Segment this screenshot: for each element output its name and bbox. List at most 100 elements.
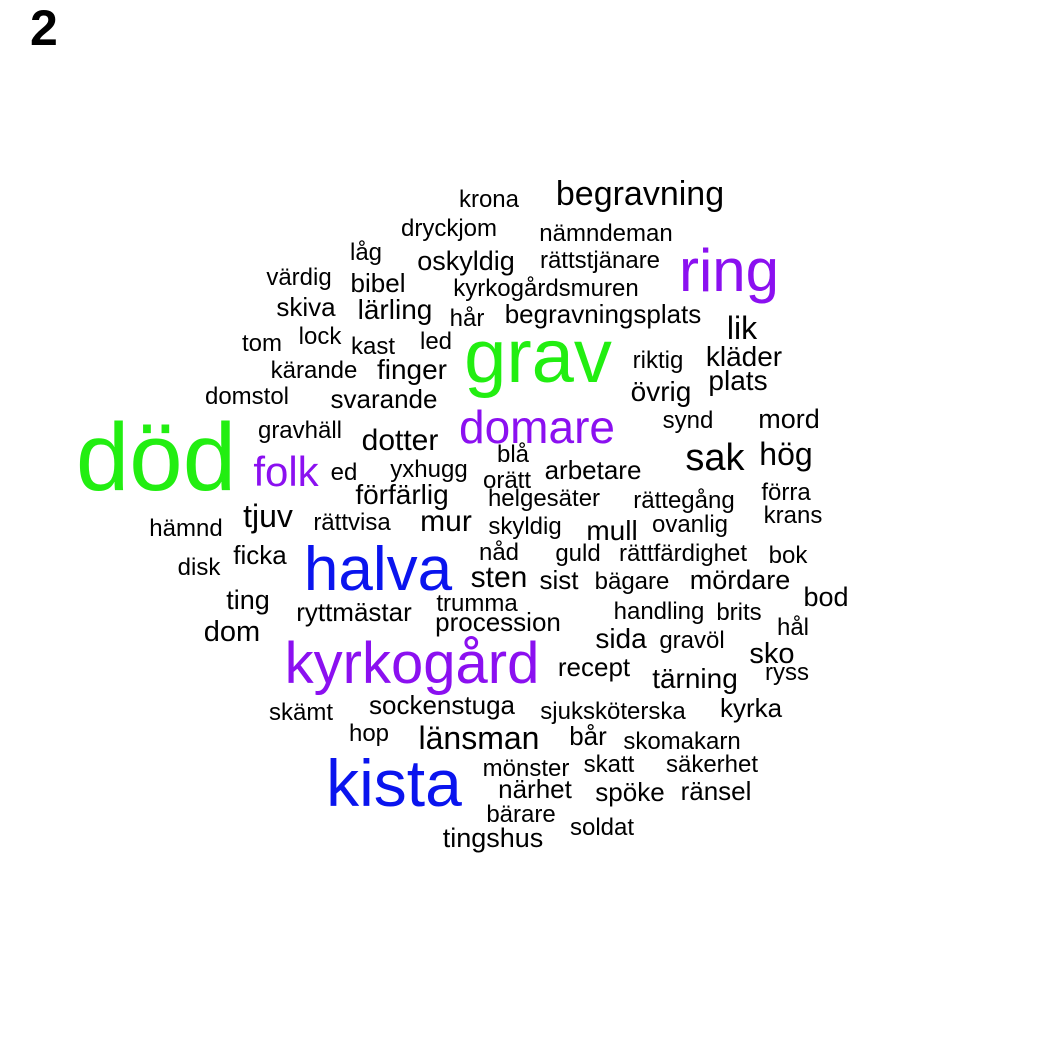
cloud-word: soldat: [570, 814, 634, 841]
cloud-word: recept: [558, 652, 631, 682]
cloud-word: bår: [569, 721, 607, 751]
cloud-word: mull: [586, 515, 637, 546]
cloud-word: trumma: [436, 590, 518, 617]
cloud-word: nåd: [479, 539, 519, 566]
panel-label: 2: [30, 0, 58, 56]
cloud-word: närhet: [498, 774, 572, 804]
cloud-word: kläder: [706, 341, 782, 372]
cloud-word: död: [76, 404, 236, 511]
cloud-word: sockenstuga: [369, 690, 516, 720]
cloud-word: sist: [540, 565, 580, 595]
cloud-word: rättvisa: [313, 509, 391, 536]
cloud-word: förfärlig: [355, 479, 448, 510]
cloud-word: synd: [663, 407, 714, 434]
cloud-word: bägare: [595, 568, 670, 595]
cloud-word: länsman: [419, 720, 540, 756]
cloud-word: helgesäter: [488, 485, 600, 512]
cloud-word: bok: [769, 542, 809, 569]
cloud-word: rättfärdighet: [619, 540, 747, 567]
cloud-word: gravhäll: [258, 417, 342, 444]
cloud-word: lärling: [358, 294, 433, 325]
cloud-word: ryttmästar: [296, 597, 412, 627]
cloud-word: lock: [299, 323, 343, 350]
cloud-word: bod: [803, 582, 848, 612]
cloud-word: begravningsplats: [505, 299, 702, 329]
cloud-word: sak: [685, 437, 745, 479]
cloud-word: rättstjänare: [540, 247, 660, 274]
cloud-word: sten: [471, 561, 528, 594]
cloud-word: hämnd: [149, 515, 222, 542]
cloud-word: säkerhet: [666, 751, 758, 778]
cloud-word: kista: [326, 746, 462, 820]
cloud-word: ovanlig: [652, 511, 728, 538]
cloud-word: ring: [679, 237, 779, 304]
cloud-word: nämndeman: [539, 220, 672, 247]
cloud-word: skyldig: [488, 513, 561, 540]
cloud-word: dom: [204, 616, 260, 648]
cloud-word: kyrka: [720, 693, 783, 723]
cloud-word: tingshus: [443, 823, 544, 853]
cloud-word: guld: [555, 540, 600, 567]
cloud-word: sida: [595, 623, 647, 654]
cloud-word: bärare: [486, 801, 555, 828]
cloud-word: disk: [178, 554, 222, 581]
cloud-word: ficka: [233, 540, 287, 570]
cloud-word: hop: [349, 720, 389, 747]
cloud-word: svarande: [331, 384, 438, 414]
cloud-word: förra: [761, 479, 811, 506]
cloud-word: kärande: [271, 357, 358, 384]
cloud-word: ting: [226, 585, 270, 615]
cloud-word: hål: [777, 614, 809, 641]
cloud-word: tärning: [652, 663, 738, 694]
cloud-word: kast: [351, 333, 395, 360]
cloud-word: värdig: [266, 264, 331, 291]
word-group: död grav kista halva kyrkogård ring domare folk…: [76, 175, 849, 853]
cloud-word: begravning: [556, 175, 724, 213]
cloud-word: rättegång: [633, 487, 734, 514]
cloud-word: skämt: [269, 699, 333, 726]
cloud-word: hög: [759, 436, 812, 472]
cloud-word: sjuksköterska: [540, 698, 686, 725]
cloud-word: folk: [253, 448, 319, 495]
cloud-word: skiva: [276, 292, 336, 322]
cloud-word: ed: [331, 459, 358, 486]
cloud-word: bibel: [351, 268, 406, 298]
cloud-word: halva: [304, 535, 453, 604]
cloud-word: övrig: [631, 376, 692, 407]
cloud-word: grav: [464, 314, 612, 399]
cloud-word: låg: [350, 239, 382, 266]
cloud-word: orätt: [483, 467, 531, 494]
cloud-word: lik: [727, 310, 758, 346]
cloud-word: plats: [708, 365, 767, 396]
cloud-word: domstol: [205, 383, 289, 410]
cloud-word: kyrkogård: [285, 631, 540, 696]
cloud-word: hår: [450, 305, 485, 332]
cloud-word: spöke: [595, 777, 664, 807]
cloud-word: blå: [497, 441, 530, 468]
cloud-word: mord: [758, 404, 820, 434]
cloud-word: mur: [420, 505, 472, 538]
cloud-word: tom: [242, 330, 282, 357]
cloud-word: kyrkogårdsmuren: [453, 275, 638, 302]
cloud-word: domare: [459, 401, 615, 453]
cloud-word: ryss: [765, 659, 809, 686]
cloud-word: led: [420, 328, 452, 355]
cloud-word: riktig: [633, 347, 684, 374]
cloud-word: brits: [716, 599, 761, 626]
cloud-word: gravöl: [659, 627, 724, 654]
cloud-word: mönster: [483, 755, 570, 782]
cloud-word: sko: [749, 638, 794, 670]
cloud-word: oskyldig: [417, 246, 515, 276]
cloud-word: ränsel: [681, 776, 752, 806]
cloud-word: skatt: [584, 751, 635, 778]
cloud-word: tjuv: [243, 498, 293, 534]
cloud-word: dotter: [362, 424, 439, 457]
cloud-word: handling: [614, 598, 705, 625]
cloud-word: skomakarn: [623, 728, 740, 755]
cloud-word: arbetare: [545, 455, 642, 485]
cloud-word: dryckjom: [401, 215, 497, 242]
cloud-word: mördare: [690, 565, 791, 595]
cloud-word: yxhugg: [390, 456, 467, 483]
cloud-word: krona: [459, 186, 520, 213]
